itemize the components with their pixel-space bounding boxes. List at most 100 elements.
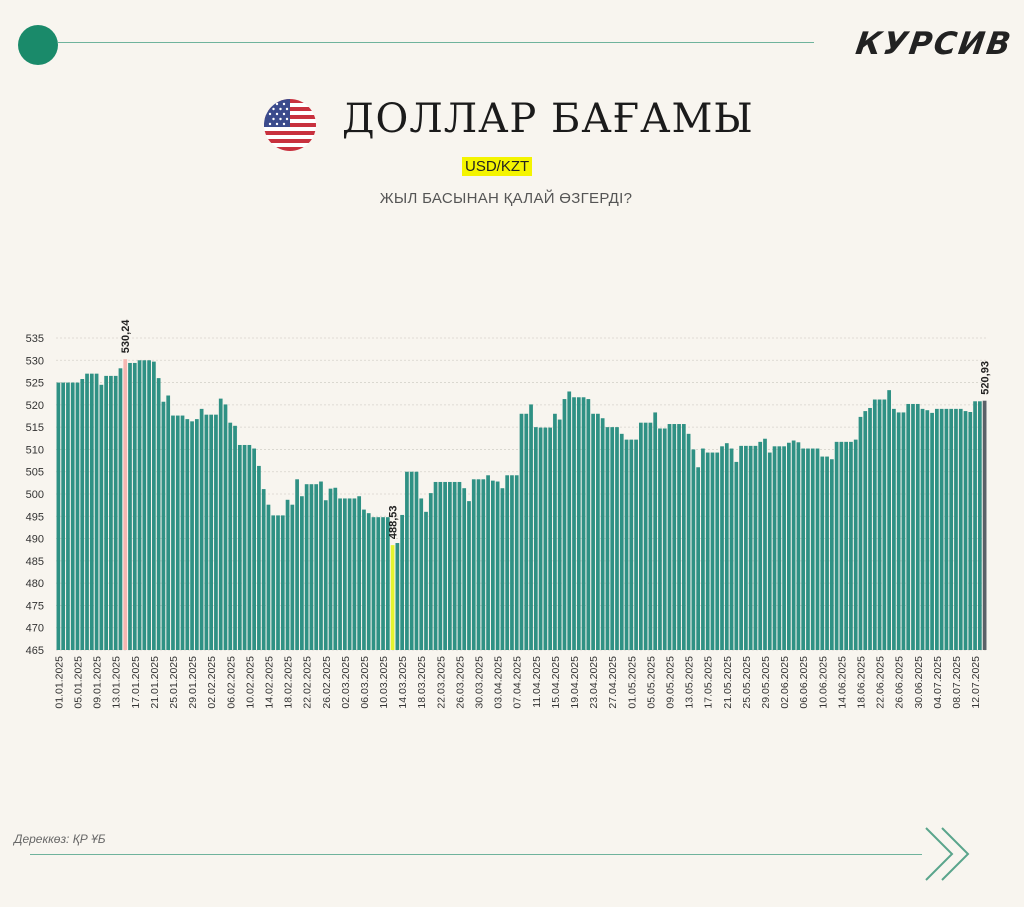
x-tick-label: 01.01.2025	[53, 656, 65, 709]
x-tick-label: 13.05.2025	[684, 656, 696, 709]
x-tick-label: 14.03.2025	[397, 656, 409, 709]
bar	[815, 448, 820, 650]
bar	[739, 445, 743, 650]
bar	[973, 401, 977, 650]
bar	[185, 419, 190, 650]
bar	[863, 411, 868, 650]
bar	[395, 543, 400, 650]
x-tick-label: 29.05.2025	[760, 656, 772, 709]
x-tick-label: 11.04.2025	[531, 656, 543, 708]
x-axis-ticks: 01.01.2025 05.01.2025 09.01.2025 13.01.2025…	[53, 656, 982, 709]
bar	[777, 446, 782, 650]
bar	[748, 445, 753, 650]
x-tick-label: 14.02.2025	[263, 656, 275, 709]
bar	[385, 517, 390, 650]
bar	[724, 443, 729, 650]
x-tick-label: 22.06.2025	[875, 656, 887, 709]
bar	[667, 424, 672, 650]
x-tick-label: 21.05.2025	[722, 656, 734, 709]
bar	[376, 517, 381, 650]
bar	[662, 428, 667, 650]
y-tick-label: 500	[26, 489, 44, 501]
x-tick-label: 25.05.2025	[741, 656, 753, 709]
bar	[634, 439, 638, 650]
bar	[686, 433, 691, 650]
x-tick-label: 18.03.2025	[416, 656, 428, 709]
bar	[171, 415, 175, 650]
x-tick-label: 15.04.2025	[550, 656, 562, 709]
bar	[505, 475, 510, 650]
bar	[113, 375, 118, 650]
bar	[944, 408, 949, 650]
y-tick-label: 485	[26, 556, 44, 568]
bar	[858, 416, 863, 650]
bar	[619, 433, 624, 650]
bar	[825, 456, 829, 650]
bar	[643, 422, 648, 650]
bar	[419, 498, 424, 650]
bar	[772, 446, 777, 650]
bar	[882, 399, 887, 650]
brand-logo[interactable]: КУРСИВ	[853, 26, 1015, 62]
data-label: 488,53	[388, 505, 400, 539]
bar	[414, 471, 419, 650]
bar	[701, 448, 705, 650]
bar	[839, 441, 844, 650]
x-tick-label: 27.04.2025	[607, 656, 619, 709]
bar	[257, 465, 261, 650]
bar	[495, 481, 500, 650]
x-tick-label: 17.05.2025	[703, 656, 715, 709]
y-tick-label: 510	[26, 444, 44, 456]
x-tick-label: 18.06.2025	[855, 656, 867, 709]
bar	[56, 382, 61, 650]
bar	[194, 419, 199, 650]
bar	[677, 424, 681, 650]
us-flag-icon	[264, 99, 316, 151]
bar	[452, 481, 457, 650]
bar	[591, 413, 595, 650]
bar	[696, 467, 701, 650]
x-tick-label: 26.06.2025	[894, 656, 906, 709]
x-tick-label: 04.07.2025	[932, 656, 944, 709]
bar	[142, 360, 147, 650]
bar	[118, 368, 123, 650]
x-tick-label: 09.05.2025	[665, 656, 677, 709]
bar	[906, 403, 911, 650]
bar	[638, 422, 643, 650]
bar	[405, 471, 409, 650]
x-tick-label: 14.06.2025	[836, 656, 848, 709]
bar	[381, 517, 385, 650]
bar	[99, 384, 104, 650]
x-tick-label: 07.04.2025	[512, 656, 524, 709]
bar	[166, 395, 171, 650]
y-tick-label: 470	[26, 623, 44, 635]
double-chevron-right-icon[interactable]	[922, 826, 980, 882]
bar	[314, 484, 319, 650]
bar	[753, 445, 758, 650]
bar	[128, 362, 132, 650]
bar	[228, 422, 233, 650]
bar	[338, 498, 342, 650]
y-tick-label: 530	[26, 355, 44, 367]
bar	[152, 361, 156, 650]
x-tick-label: 13.01.2025	[111, 656, 123, 709]
bar	[615, 427, 619, 650]
bar	[557, 419, 562, 650]
bar	[319, 481, 323, 650]
bar	[911, 403, 915, 650]
bar	[820, 456, 825, 650]
bar	[672, 424, 677, 650]
chart-subtitle: ЖЫЛ БАСЫНАН ҚАЛАЙ ӨЗГЕРДІ?	[379, 190, 633, 207]
bar	[266, 504, 271, 650]
x-tick-label: 06.02.2025	[225, 656, 237, 709]
bar	[357, 496, 362, 650]
x-tick-label: 26.03.2025	[454, 656, 466, 709]
bar	[787, 442, 791, 650]
bar	[247, 444, 252, 650]
bar	[806, 448, 810, 650]
bar	[328, 488, 333, 650]
bar	[104, 375, 108, 650]
bar	[901, 412, 906, 650]
bar	[791, 440, 796, 650]
x-tick-label: 22.02.2025	[302, 656, 314, 709]
